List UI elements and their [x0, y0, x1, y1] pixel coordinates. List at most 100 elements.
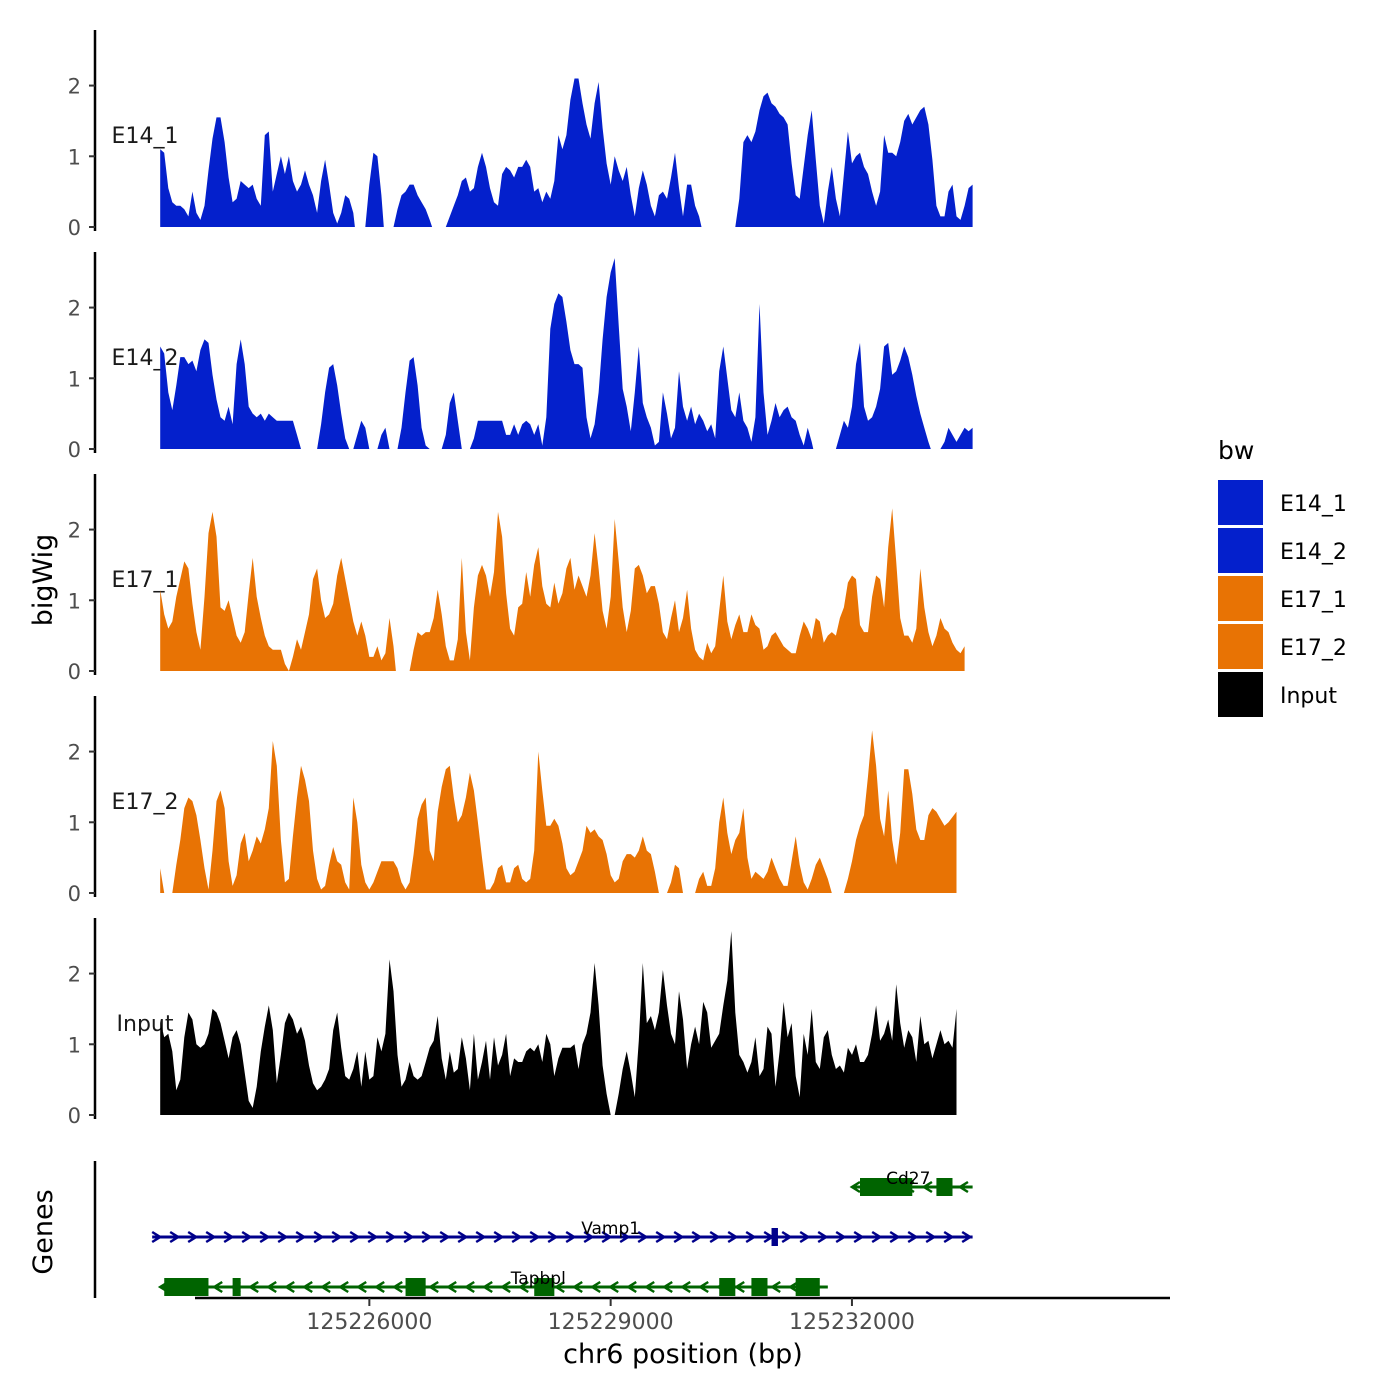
- track-label-E17_2: E17_2: [112, 790, 179, 815]
- strand-chevron: [943, 1230, 955, 1244]
- y-tick-label: 0: [68, 660, 81, 684]
- strand-chevron: [709, 1230, 721, 1244]
- strand-chevron: [589, 1280, 601, 1294]
- track-Input: 0 1 2 Input: [68, 918, 957, 1128]
- strand-chevron: [787, 1280, 799, 1294]
- x-axis: 125226000 125229000 125232000: [195, 1296, 1170, 1335]
- y-tick-label: 2: [68, 741, 81, 765]
- y-tick-label: 1: [68, 367, 81, 391]
- strand-chevron: [733, 1280, 745, 1294]
- strand-chevron: [673, 1230, 685, 1244]
- legend-entry-Input: Input: [1218, 672, 1337, 717]
- legend: bw E14_1 E14_2 E17_1 E17_2 Input: [1218, 436, 1347, 717]
- strand-chevron: [957, 1180, 969, 1194]
- y-tick-label: 2: [68, 519, 81, 543]
- strand-chevron: [871, 1230, 883, 1244]
- strand-chevron: [921, 1180, 933, 1194]
- strand-chevron: [259, 1230, 271, 1244]
- y-axis-title: bigWig: [28, 534, 59, 627]
- strand-chevron: [511, 1230, 523, 1244]
- strand-chevron: [385, 1230, 397, 1244]
- strand-chevron: [817, 1230, 829, 1244]
- y-tick-label: 0: [68, 216, 81, 240]
- strand-chevron: [421, 1230, 433, 1244]
- strand-chevron: [337, 1280, 349, 1294]
- exon: [534, 1278, 555, 1296]
- track-label-E14_1: E14_1: [112, 124, 179, 149]
- legend-label: E17_2: [1280, 636, 1347, 661]
- y-tick-label: 0: [68, 438, 81, 462]
- gene-annotation-track: Cd27 Vamp1 Tapbpl: [93, 1161, 973, 1298]
- track-label-E17_1: E17_1: [112, 568, 179, 593]
- coverage-area-E17_1: [160, 508, 965, 671]
- strand-chevron: [277, 1230, 289, 1244]
- strand-chevron: [205, 1230, 217, 1244]
- legend-swatch: [1218, 480, 1263, 525]
- legend-swatch: [1218, 624, 1263, 669]
- legend-label: E14_1: [1280, 492, 1347, 517]
- y-tick-label: 2: [68, 297, 81, 321]
- strand-chevron: [571, 1280, 583, 1294]
- y-tick-label: 0: [68, 882, 81, 906]
- y-tick-label: 1: [68, 589, 81, 613]
- strand-chevron: [745, 1230, 757, 1244]
- strand-chevron: [853, 1230, 865, 1244]
- gene-Tapbpl: Tapbpl: [157, 1269, 828, 1296]
- gene-Vamp1: Vamp1: [151, 1219, 973, 1246]
- strand-chevron: [835, 1230, 847, 1244]
- strand-chevron: [697, 1280, 709, 1294]
- strand-chevron: [187, 1230, 199, 1244]
- exon: [936, 1178, 953, 1196]
- y-tick-label: 1: [68, 1033, 81, 1057]
- x-tick-label: 125229000: [548, 1310, 674, 1335]
- strand-chevron: [481, 1280, 493, 1294]
- strand-chevron: [625, 1280, 637, 1294]
- genes-axis-title: Genes: [28, 1189, 59, 1274]
- strand-chevron: [583, 1230, 595, 1244]
- exon: [719, 1278, 736, 1296]
- exon: [164, 1278, 209, 1296]
- y-tick-label: 2: [68, 75, 81, 99]
- strand-chevron: [391, 1280, 403, 1294]
- strand-chevron: [403, 1230, 415, 1244]
- strand-chevron: [475, 1230, 487, 1244]
- legend-entry-E17_2: E17_2: [1218, 624, 1347, 669]
- y-tick-label: 0: [68, 1104, 81, 1128]
- track-E17_2: 0 1 2 E17_2: [68, 696, 957, 906]
- exon: [795, 1278, 820, 1296]
- strand-chevron: [529, 1230, 541, 1244]
- strand-chevron: [427, 1280, 439, 1294]
- strand-chevron: [265, 1280, 277, 1294]
- exon: [405, 1278, 426, 1296]
- strand-chevron: [889, 1230, 901, 1244]
- exon: [751, 1278, 768, 1296]
- legend-entry-E14_1: E14_1: [1218, 480, 1347, 525]
- coverage-tracks: 0 1 2 E14_1 0 1 2 E14_2 0 1 2 E17_1 0 1 2 E17_2 0 1 2 Input: [68, 30, 973, 1128]
- strand-chevron: [283, 1280, 295, 1294]
- gene-Cd27: Cd27: [849, 1169, 973, 1196]
- exon: [771, 1228, 778, 1246]
- strand-chevron: [331, 1230, 343, 1244]
- legend-label: E14_2: [1280, 540, 1347, 565]
- exon: [232, 1278, 241, 1296]
- coverage-area-Input: [160, 931, 957, 1115]
- legend-swatch: [1218, 576, 1263, 621]
- gene-label-Tapbpl: Tapbpl: [510, 1269, 566, 1289]
- strand-chevron: [565, 1230, 577, 1244]
- x-axis-title: chr6 position (bp): [563, 1339, 803, 1370]
- legend-entry-E17_1: E17_1: [1218, 576, 1347, 621]
- strand-chevron: [661, 1280, 673, 1294]
- strand-chevron: [367, 1230, 379, 1244]
- strand-chevron: [301, 1280, 313, 1294]
- track-E14_2: 0 1 2 E14_2: [68, 252, 973, 462]
- gene-label-Cd27: Cd27: [886, 1169, 930, 1189]
- x-tick-label: 125232000: [789, 1310, 915, 1335]
- coverage-area-E14_2: [160, 258, 973, 449]
- legend-label: Input: [1280, 684, 1337, 709]
- strand-chevron: [211, 1280, 223, 1294]
- strand-chevron: [907, 1230, 919, 1244]
- strand-chevron: [637, 1230, 649, 1244]
- strand-chevron: [679, 1280, 691, 1294]
- strand-chevron: [691, 1230, 703, 1244]
